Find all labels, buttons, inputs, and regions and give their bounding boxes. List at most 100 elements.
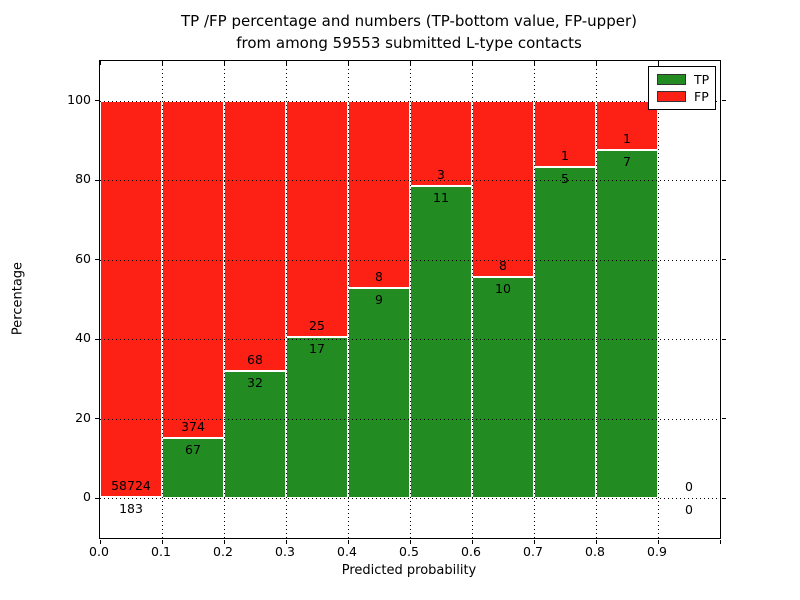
x-tick-mark [409, 539, 411, 544]
x-tick-label: 0.1 [151, 544, 171, 559]
bar-segment-fp [162, 100, 224, 438]
chart-title: TP /FP percentage and numbers (TP-bottom… [99, 10, 719, 54]
y-tick-mark-right [721, 259, 726, 261]
vertical-gridline [596, 61, 597, 538]
bar-label-tp: 10 [495, 281, 511, 297]
y-tick-label: 20 [75, 409, 91, 425]
y-tick-mark-right [721, 418, 726, 420]
fp-color-swatch [657, 91, 686, 102]
x-tick-label: 0.3 [275, 544, 295, 559]
y-tick-label: 60 [75, 250, 91, 266]
y-tick-mark [94, 100, 99, 102]
vertical-gridline [348, 61, 349, 538]
x-tick-mark-top [99, 61, 101, 65]
x-tick-label: 0.0 [89, 544, 109, 559]
x-tick-mark-top [347, 61, 349, 65]
legend-item-tp: TP [657, 71, 709, 88]
x-tick-mark-top [471, 61, 473, 65]
legend-item-fp: FP [657, 88, 709, 105]
x-tick-mark [595, 539, 597, 544]
legend-label: TP [694, 71, 710, 87]
bar-label-fp: 374 [181, 418, 205, 434]
tp-color-swatch [657, 74, 686, 85]
bar-segment-tp [534, 167, 596, 499]
y-tick-label: 0 [83, 489, 91, 505]
bar-segment-tp [348, 287, 410, 499]
bar-label-tp: 7 [623, 154, 631, 170]
y-tick-mark [94, 338, 99, 340]
bar-segment-tp [162, 437, 224, 499]
bar-label-tp: 67 [185, 441, 201, 457]
x-tick-label: 0.4 [337, 544, 357, 559]
x-tick-mark [99, 539, 101, 544]
bar-segment-fp [224, 100, 286, 372]
bar-label-fp: 8 [375, 268, 383, 284]
chart-title-line2: from among 59553 submitted L-type contac… [236, 34, 582, 52]
bar-segment-tp [472, 277, 534, 499]
x-tick-label: 0.9 [647, 544, 667, 559]
x-tick-mark [533, 539, 535, 544]
bar-segment-tp [596, 150, 658, 499]
bar-label-fp: 58724 [111, 478, 151, 493]
x-tick-mark-top [533, 61, 535, 65]
y-tick-mark [94, 418, 99, 420]
bar-label-tp: 9 [375, 291, 383, 307]
bar-segment-tp [224, 371, 286, 499]
x-tick-mark [657, 539, 659, 544]
x-tick-label: 0.7 [523, 544, 543, 559]
x-tick-mark-top [161, 61, 163, 65]
vertical-gridline [286, 61, 287, 538]
bar-label-tp: 5 [561, 171, 569, 186]
x-tick-mark-top [657, 61, 659, 65]
bar-segment-fp [100, 100, 162, 497]
legend: TP FP [648, 66, 716, 110]
y-tick-label: 100 [67, 91, 91, 107]
bar-segment-tp [410, 185, 472, 499]
y-tick-mark [94, 497, 99, 499]
y-tick-mark-right [721, 338, 726, 340]
vertical-gridline [534, 61, 535, 538]
x-axis-label: Predicted probability [341, 563, 477, 578]
bar-segment-fp [472, 100, 534, 278]
x-tick-label: 0.8 [585, 544, 605, 559]
y-tick-mark-right [721, 497, 726, 499]
bar-label-tp: 11 [433, 189, 449, 205]
x-tick-mark [719, 539, 721, 544]
bar-label-tp: 183 [119, 501, 143, 516]
bar-label-fp: 0 [685, 479, 693, 495]
x-tick-mark-top [285, 61, 287, 65]
vertical-gridline [224, 61, 225, 538]
x-tick-label: 0.6 [461, 544, 481, 559]
x-tick-label: 0.5 [399, 544, 419, 559]
chart-title-line1: TP /FP percentage and numbers (TP-bottom… [181, 12, 637, 30]
y-tick-mark [94, 179, 99, 181]
x-tick-mark-top [409, 61, 411, 65]
x-tick-mark [285, 539, 287, 544]
y-tick-mark-right [721, 179, 726, 181]
y-axis-label: Percentage [10, 261, 26, 336]
bar-label-fp: 8 [499, 258, 507, 274]
y-tick-label: 80 [75, 171, 91, 187]
x-tick-label: 0.2 [213, 544, 233, 559]
bar-segment-fp [410, 100, 472, 186]
bar-label-fp: 1 [623, 131, 631, 147]
bar-label-fp: 68 [247, 352, 263, 368]
vertical-gridline [410, 61, 411, 538]
bar-label-fp: 25 [309, 318, 325, 334]
bar-label-fp: 3 [437, 166, 445, 182]
bar-label-tp: 0 [685, 502, 693, 518]
x-tick-mark-top [595, 61, 597, 65]
x-tick-mark [223, 539, 225, 544]
vertical-gridline [472, 61, 473, 538]
y-tick-mark-right [721, 100, 726, 102]
bar-label-tp: 32 [247, 375, 263, 391]
x-tick-mark [471, 539, 473, 544]
vertical-gridline [658, 61, 659, 538]
y-tick-mark [94, 259, 99, 261]
vertical-gridline [162, 61, 163, 538]
y-tick-label: 40 [75, 330, 91, 346]
x-tick-mark [347, 539, 349, 544]
bar-label-tp: 17 [309, 341, 325, 357]
plot-area: TP FP 58724 183 374 67 68 32 25 17 8 9 3 11 8 10 1 5 1 7 0 0 [94, 60, 726, 544]
legend-label: FP [694, 88, 709, 104]
